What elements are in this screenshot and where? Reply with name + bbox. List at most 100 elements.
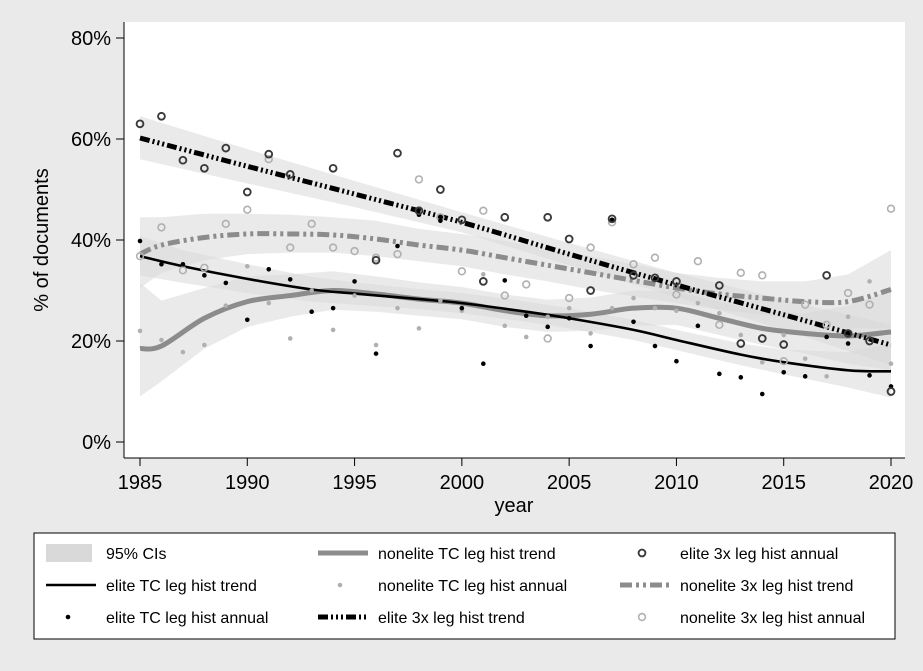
data-point: [285, 170, 295, 179]
data-point: [843, 288, 853, 298]
legend-item: elite TC leg hist annual: [65, 610, 268, 627]
data-point: [178, 266, 188, 275]
legend-key-ci: [46, 544, 92, 562]
data-point: [588, 343, 593, 349]
data-point: [865, 300, 874, 309]
data-point: [717, 310, 722, 316]
legend-label: elite TC leg hist annual: [106, 610, 268, 627]
legend-item: nonelite 3x leg hist annual: [637, 610, 865, 627]
data-point: [180, 349, 186, 355]
data-point: [330, 305, 336, 311]
y-tick-label: 0%: [82, 432, 111, 454]
data-point: [328, 243, 338, 252]
data-point: [414, 175, 424, 184]
legend-item: elite 3x leg hist trend: [318, 610, 525, 627]
legend-key-marker: [65, 614, 71, 620]
x-tick-label: 1990: [225, 472, 270, 494]
data-point: [779, 340, 789, 349]
data-point: [457, 215, 467, 225]
data-point: [309, 288, 314, 293]
data-point: [738, 375, 744, 380]
y-tick-label: 60%: [71, 129, 111, 151]
data-point: [479, 206, 488, 215]
data-point: [266, 266, 272, 272]
data-point: [373, 342, 379, 348]
data-point: [242, 187, 252, 197]
trend-lines: [138, 135, 892, 373]
legend-item: elite TC leg hist trend: [46, 578, 257, 595]
data-point: [221, 143, 231, 153]
legend-item: 95% CIs: [46, 544, 166, 563]
data-point: [159, 261, 164, 267]
data-point: [629, 271, 638, 280]
y-axis-ticks: 0% 20% 40% 60% 80%: [71, 28, 124, 454]
x-tick-label: 1995: [332, 472, 377, 494]
data-point: [588, 331, 593, 336]
data-point: [586, 286, 595, 295]
data-point: [157, 223, 166, 232]
legend-label: nonelite TC leg hist annual: [378, 578, 567, 595]
legend-items: 95% CIs nonelite TC leg hist trend elite 3…: [46, 544, 865, 627]
data-point: [867, 279, 872, 284]
data-point: [264, 149, 274, 159]
data-point: [287, 277, 293, 282]
data-point: [438, 298, 443, 303]
data-point: [180, 261, 186, 267]
data-point: [137, 238, 143, 244]
trend-line: [138, 231, 892, 306]
data-point: [457, 267, 467, 276]
legend-item: nonelite 3x leg hist trend: [620, 578, 853, 595]
x-axis-title: year: [495, 495, 534, 517]
data-point: [264, 155, 273, 164]
data-point: [481, 361, 486, 367]
data-point: [865, 336, 874, 346]
data-point: [824, 374, 829, 379]
data-point: [221, 219, 231, 229]
data-point: [287, 336, 293, 341]
data-point: [888, 361, 894, 367]
data-point: [631, 295, 636, 301]
data-point: [223, 303, 229, 308]
legend-key-marker: [337, 582, 343, 588]
legend-item: nonelite TC leg hist trend: [318, 546, 556, 563]
data-point: [178, 155, 188, 165]
data-point: [802, 356, 808, 361]
data-point: [395, 243, 400, 249]
data-point: [522, 280, 531, 289]
data-point: [736, 268, 745, 278]
data-point: [738, 332, 744, 338]
data-point: [845, 314, 851, 320]
legend-label: elite 3x leg hist annual: [680, 546, 838, 563]
legend-box: [33, 532, 896, 640]
legend-label: 95% CIs: [106, 546, 166, 563]
data-point: [586, 243, 595, 252]
data-point: [736, 339, 746, 348]
data-point: [543, 334, 552, 343]
data-point: [523, 313, 529, 319]
data-point: [202, 273, 207, 278]
data-point: [566, 305, 572, 311]
data-point: [330, 327, 336, 333]
data-point: [845, 341, 851, 346]
y-tick-label: 80%: [71, 28, 111, 50]
data-point: [607, 214, 617, 224]
legend: 95% CIs nonelite TC leg hist trend elite 3…: [33, 532, 896, 640]
data-point: [371, 255, 381, 265]
data-point: [200, 263, 209, 272]
x-tick-label: 2020: [869, 472, 914, 494]
data-point: [609, 217, 615, 223]
data-point: [137, 328, 143, 334]
data-point: [800, 300, 810, 309]
data-point: [135, 251, 145, 261]
x-tick-label: 2010: [654, 472, 699, 494]
data-point: [757, 334, 767, 343]
data-point: [779, 357, 788, 366]
data-point: [395, 305, 400, 311]
legend-key-marker: [637, 612, 647, 622]
data-point: [650, 253, 660, 262]
data-point: [843, 329, 853, 338]
data-point: [715, 320, 724, 330]
data-point: [631, 319, 636, 325]
data-point: [416, 326, 422, 331]
data-point: [393, 148, 402, 158]
